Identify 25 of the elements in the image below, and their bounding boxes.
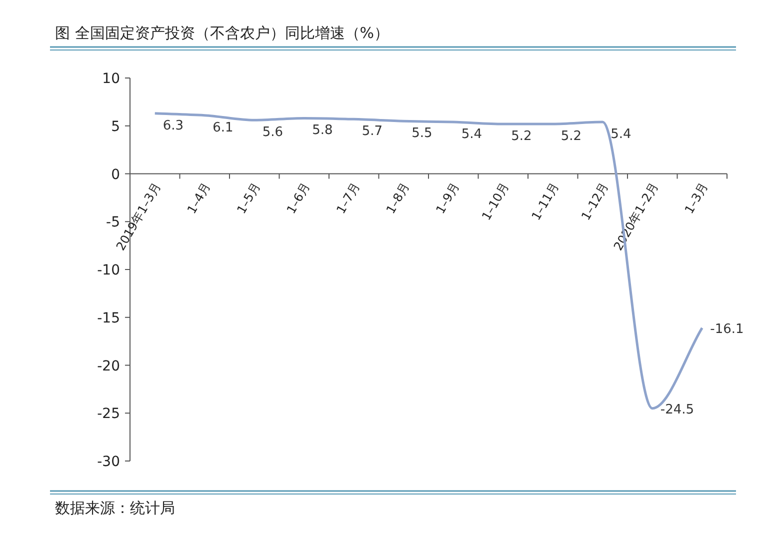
y-tick-label: 0 <box>111 166 120 183</box>
data-label: -16.1 <box>710 322 744 337</box>
data-label: 6.3 <box>162 118 184 134</box>
data-label: 5.2 <box>560 128 582 144</box>
y-tick-label: -15 <box>97 310 120 326</box>
x-tick-label: 1–4月 <box>184 180 214 216</box>
data-label: 5.5 <box>412 126 432 142</box>
y-tick-label: 5 <box>111 118 120 135</box>
source-note: 数据来源：统计局 <box>55 499 175 517</box>
y-tick-label: -20 <box>97 358 120 374</box>
y-tick-label: 10 <box>102 71 120 87</box>
x-tick-label: 1–9月 <box>433 180 462 216</box>
data-label: 6.1 <box>212 120 234 136</box>
y-tick-label: -25 <box>97 406 120 422</box>
data-label: 5.6 <box>262 125 284 140</box>
data-label: -24.5 <box>660 402 694 418</box>
data-label: 5.7 <box>362 124 383 140</box>
y-tick-label: -10 <box>97 262 120 278</box>
chart-title: 图 全国固定资产投资（不含农户）同比增速（%） <box>55 24 390 42</box>
data-label: 5.2 <box>511 128 532 144</box>
data-label: 5.4 <box>461 127 482 142</box>
y-tick-label: -30 <box>97 454 120 470</box>
data-label: 5.4 <box>610 127 632 142</box>
x-tick-label: 1–3月 <box>682 180 711 216</box>
data-label: 5.8 <box>312 123 333 138</box>
